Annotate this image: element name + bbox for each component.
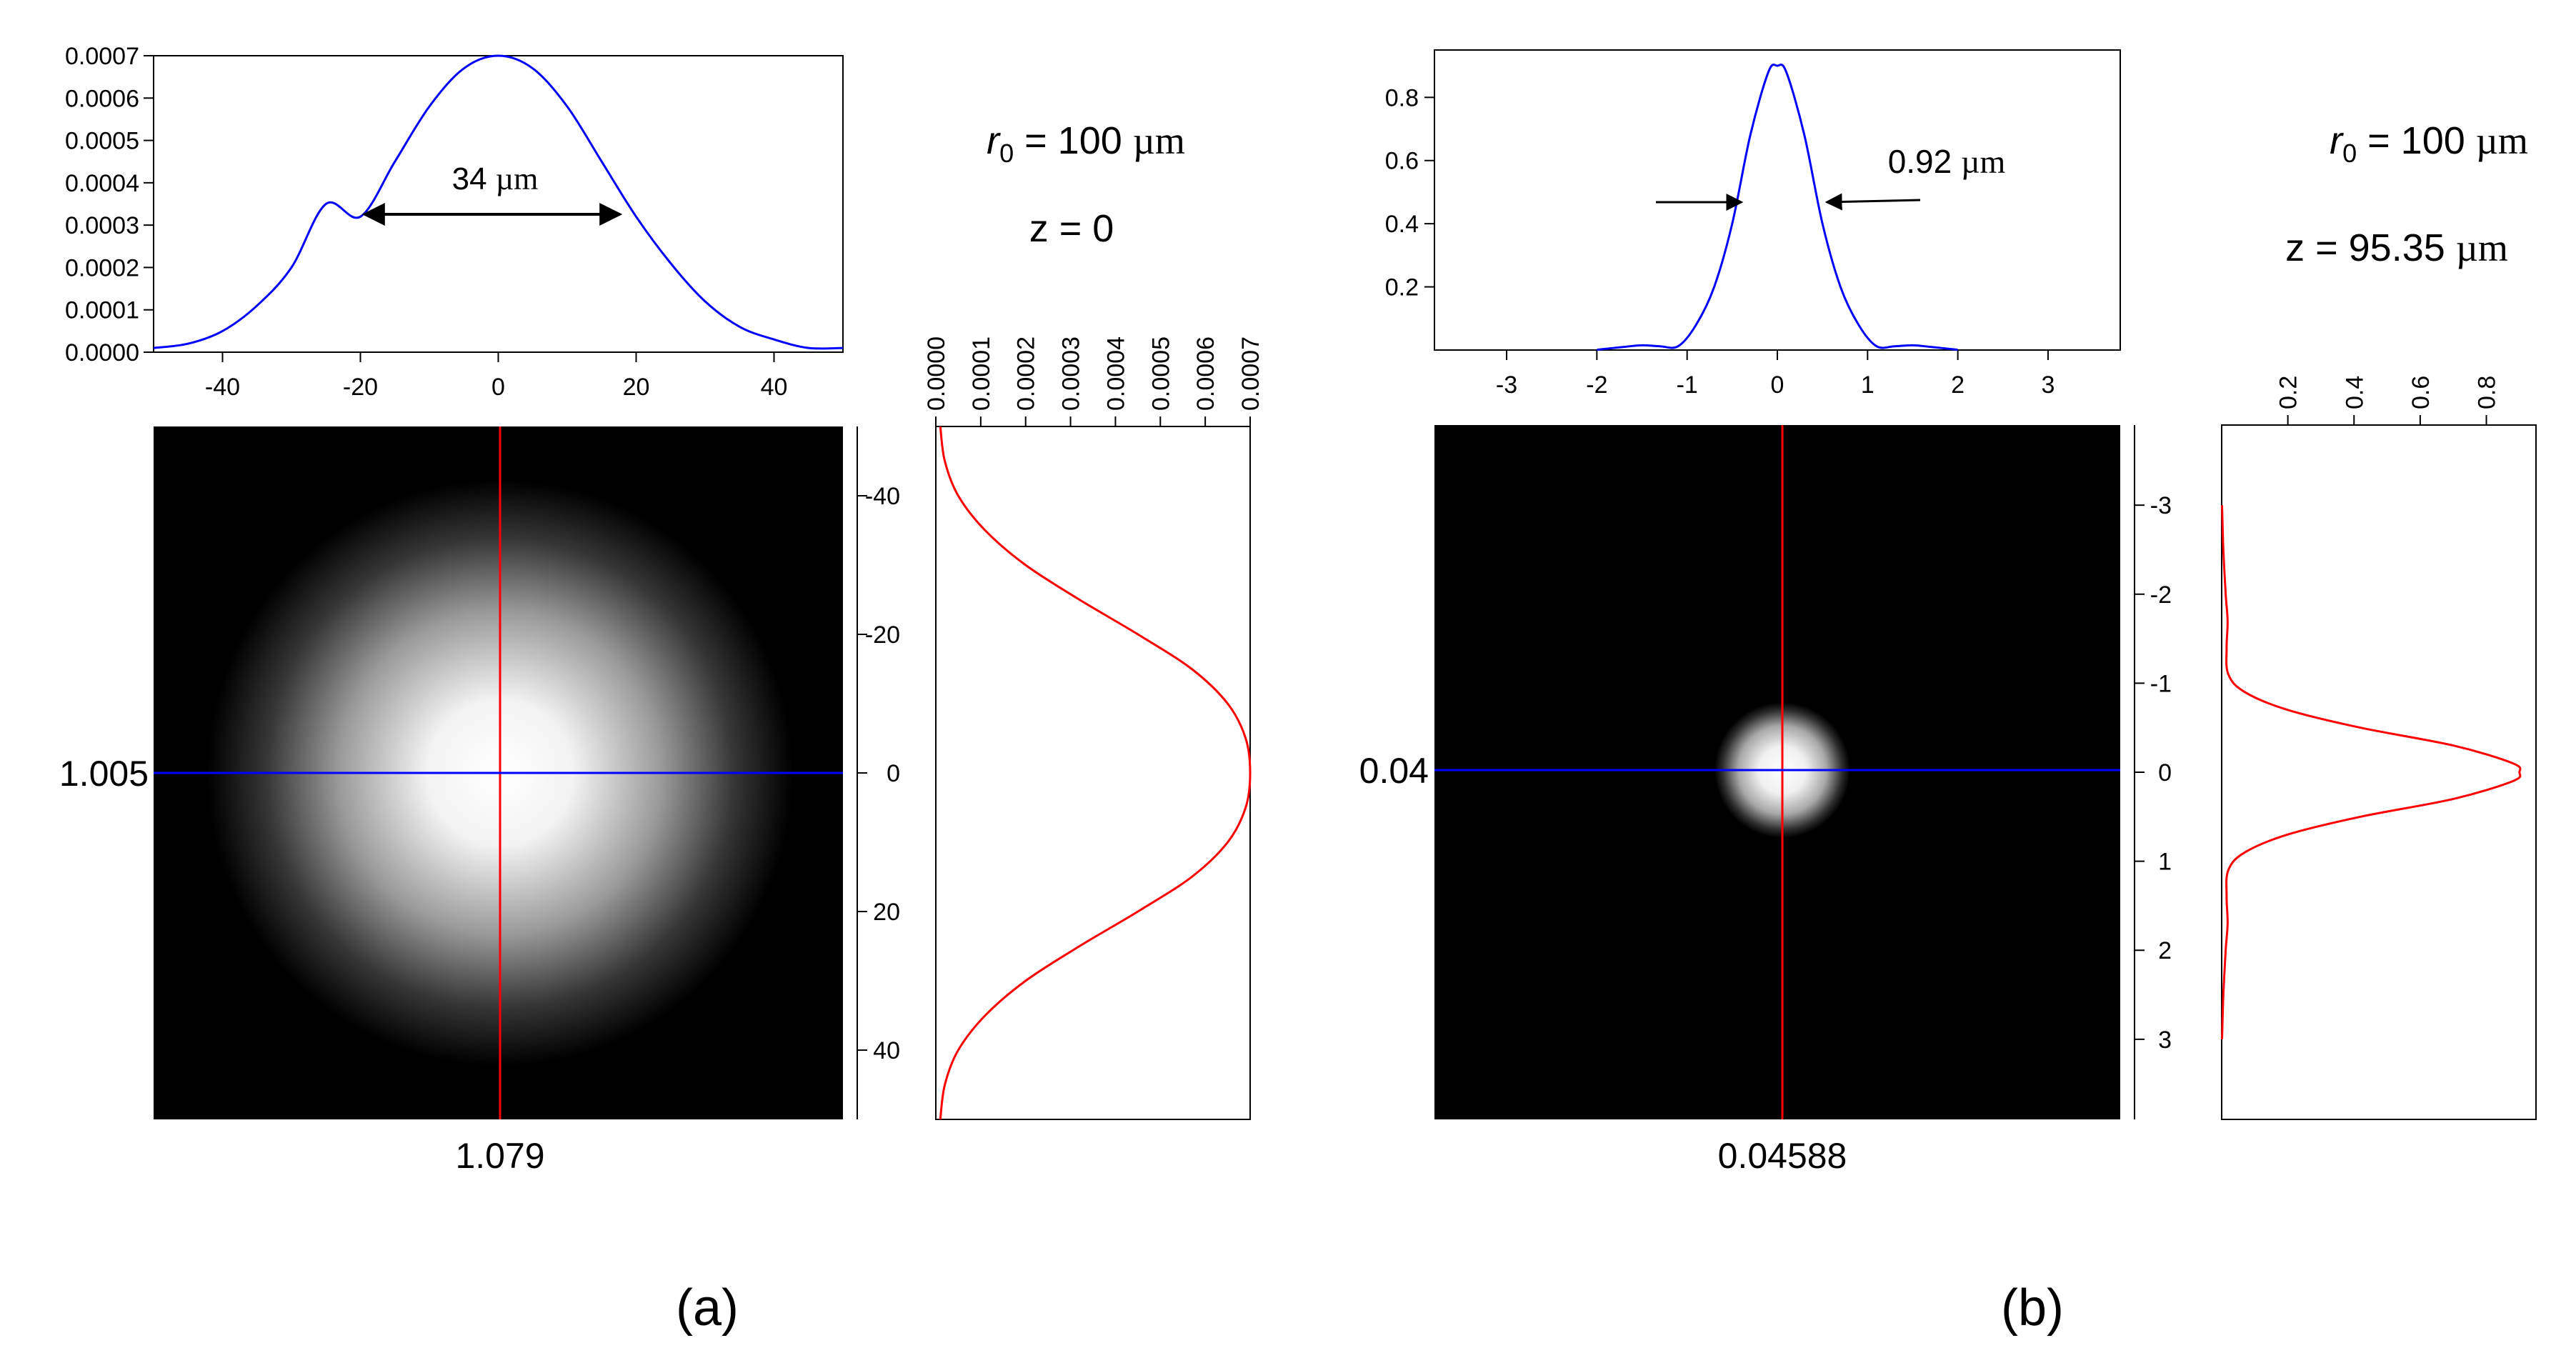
y-tick-label: -1 [2150, 670, 2172, 697]
y-tick-label: 0 [2158, 759, 2172, 787]
x-tick-label: 0.0000 [923, 336, 950, 411]
y-tick-label: 1 [2158, 849, 2172, 876]
profile-a-side: 0.0000 0.0001 0.0002 0.0003 0.0004 0.0005 0.00… [923, 336, 1264, 1120]
y-tick-label: 0 [887, 760, 900, 787]
x-tick-label: -2 [1586, 371, 1607, 399]
y-tick-label: 0.6 [1385, 148, 1419, 175]
y-tick-label: 0.0007 [65, 43, 139, 70]
x-tick-label: 0.0007 [1237, 336, 1264, 411]
y-tick-label: 0.0001 [65, 297, 139, 324]
y-tick-label: 0.0006 [65, 85, 139, 112]
x-tick-label: 40 [761, 374, 788, 401]
z-label: z = 0 [1029, 207, 1114, 250]
panel-label-a: (a) [676, 1279, 739, 1337]
x-tick-label: -3 [1496, 371, 1517, 399]
y-tick-label: 20 [873, 899, 900, 926]
profile-b-side: 0.2 0.4 0.6 0.8 [2221, 376, 2537, 1120]
panel-label-b: (b) [2001, 1279, 2064, 1337]
fwhm-arrow-right [1824, 193, 1921, 211]
series-line-red [939, 426, 1252, 1120]
beam-image-a: -40 -20 0 20 40 1.005 1.079 [59, 426, 900, 1176]
y-axis-ticks: 0.0000 0.0001 0.0002 0.0003 0.0004 0.0005 0.00… [65, 43, 154, 366]
profile-a-top: 0.0000 0.0001 0.0002 0.0003 0.0004 0.0005 0.00… [65, 43, 844, 401]
y-tick-label: 0.2 [1385, 274, 1419, 301]
x-axis-ticks: 0.2 0.4 0.6 0.8 [2275, 376, 2501, 425]
x-tick-label: 1 [1861, 371, 1874, 399]
profile-b-top: 0.2 0.4 0.6 0.8 -3 -2 -1 0 1 2 3 0.92 µm [1385, 49, 2121, 399]
x-tick-label: 3 [2041, 371, 2055, 399]
fwhm-label: 0.92 µm [1888, 143, 2006, 180]
series-line-red [2221, 505, 2522, 1039]
y-tick-label: 0.0004 [65, 170, 139, 197]
r0-label: r0 = 100 µm [987, 119, 1185, 168]
plot-frame [2221, 424, 2537, 1120]
y-tick-label: 2 [2158, 937, 2172, 964]
x-tick-label: -1 [1677, 371, 1698, 399]
series-line-blue [1597, 63, 1958, 351]
x-tick-label: 2 [1951, 371, 1965, 399]
plot-frame [935, 426, 1251, 1120]
series-line-blue [153, 54, 844, 350]
x-axis-ticks: 0.0000 0.0001 0.0002 0.0003 0.0004 0.0005 0.00… [923, 336, 1264, 426]
x-tick-label: 0.2 [2275, 376, 2302, 409]
x-axis-ticks: -3 -2 -1 0 1 2 3 [1496, 350, 2055, 399]
x-tick-label: 0.0006 [1192, 336, 1219, 411]
y-tick-label: 0.0003 [65, 212, 139, 239]
params-b: r0 = 100 µm z = 95.35 µm [2285, 119, 2528, 269]
y-tick-label: 0.8 [1385, 84, 1419, 111]
image-bottom-value: 0.04588 [1718, 1136, 1847, 1176]
y-tick-label: 3 [2158, 1027, 2172, 1054]
y-tick-label: 0.0000 [65, 339, 139, 366]
x-tick-label: 0.0004 [1102, 336, 1129, 411]
x-tick-label: -40 [205, 374, 240, 401]
x-tick-label: 0.8 [2474, 376, 2501, 409]
x-tick-label: 0 [1771, 371, 1784, 399]
y-tick-label: 40 [873, 1037, 900, 1064]
x-tick-label: 0 [491, 374, 505, 401]
x-tick-label: 0.0003 [1058, 336, 1085, 411]
params-a: r0 = 100 µm z = 0 [987, 119, 1185, 250]
x-tick-label: -20 [343, 374, 378, 401]
image-bottom-value: 1.079 [455, 1136, 544, 1176]
fwhm-label: 34 µm [452, 161, 539, 196]
x-tick-label: 0.6 [2407, 376, 2435, 409]
image-left-value: 0.04 [1359, 751, 1429, 791]
x-tick-label: 20 [623, 374, 650, 401]
image-y-axis-ticks: -40 -20 0 20 40 [857, 426, 900, 1119]
y-axis-ticks: 0.2 0.4 0.6 0.8 [1385, 84, 1434, 301]
panel-b: 0.2 0.4 0.6 0.8 -3 -2 -1 0 1 2 3 0.92 µm r0 = 100… [1359, 49, 2537, 1337]
y-tick-label: -20 [865, 621, 900, 649]
x-tick-label: 0.0002 [1013, 336, 1040, 411]
z-label: z = 95.35 µm [2285, 226, 2508, 269]
y-tick-label: -40 [865, 483, 900, 510]
panel-a: 0.0000 0.0001 0.0002 0.0003 0.0004 0.0005 0.00… [59, 43, 1264, 1337]
y-tick-label: 0.4 [1385, 211, 1419, 238]
x-axis-ticks: -40 -20 0 20 40 [205, 352, 787, 401]
y-tick-label: -3 [2150, 492, 2172, 519]
beam-image-b: -3 -2 -1 0 1 2 3 0.04 0.04588 [1359, 425, 2172, 1176]
y-tick-label: 0.0005 [65, 128, 139, 155]
x-tick-label: 0.4 [2341, 376, 2368, 409]
x-tick-label: 0.0005 [1147, 336, 1174, 411]
plot-frame [1434, 49, 2121, 351]
image-left-value: 1.005 [59, 754, 149, 794]
image-y-axis-ticks: -3 -2 -1 0 1 2 3 [2134, 425, 2172, 1119]
r0-label: r0 = 100 µm [2330, 119, 2528, 168]
y-tick-label: 0.0002 [65, 254, 139, 281]
plot-frame [153, 55, 844, 353]
x-tick-label: 0.0001 [968, 336, 995, 411]
y-tick-label: -2 [2150, 581, 2172, 609]
